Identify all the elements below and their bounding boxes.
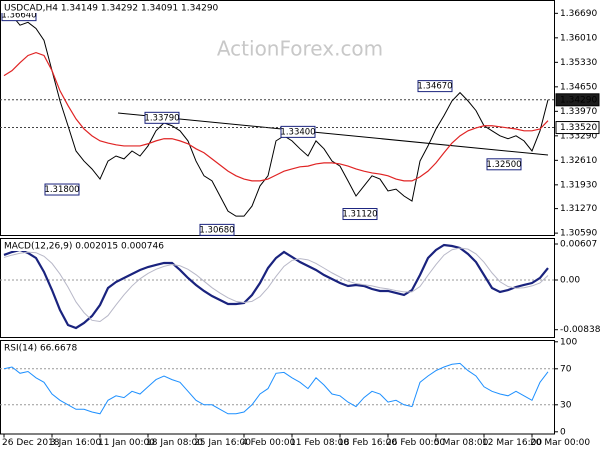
y-tick-label: 30 xyxy=(560,400,572,410)
y-tick-label: 1.32610 xyxy=(560,156,597,166)
price-annotation-box xyxy=(280,125,316,138)
price-annotation-box xyxy=(417,80,453,93)
series-line xyxy=(3,243,549,330)
price-annotation: 1.36640 xyxy=(1,11,36,21)
panel-frame xyxy=(0,0,555,236)
y-tick-label: 1.30590 xyxy=(560,229,597,239)
y-tick-label: 1.33290 xyxy=(560,131,597,141)
y-tick-label: 1.31930 xyxy=(560,180,597,190)
x-tick-label: 18 Feb 16:00 xyxy=(338,438,397,448)
price-level-box xyxy=(555,93,600,107)
y-tick-label: 1.33970 xyxy=(560,107,597,117)
price-annotation: 1.34670 xyxy=(417,82,452,92)
x-tick-label: 11 Feb 08:00 xyxy=(290,438,349,448)
x-tick-label: 12 Mar 16:00 xyxy=(482,438,542,448)
series-line xyxy=(3,14,549,217)
y-tick-label: 0.00 xyxy=(560,275,580,285)
price-level-label: 1.34290 xyxy=(560,95,597,105)
price-annotation-box xyxy=(342,208,378,221)
y-tick-label: 0.00607 xyxy=(560,239,597,249)
y-tick-label: 1.34650 xyxy=(560,82,597,92)
series-line xyxy=(3,362,549,415)
series-line xyxy=(3,247,549,323)
panel-frame xyxy=(0,340,555,435)
y-tick-label: 1.31270 xyxy=(560,204,597,214)
y-tick-label: 70 xyxy=(560,364,572,374)
title-bg xyxy=(1,342,151,353)
price-annotation: 1.31800 xyxy=(44,185,79,195)
price-annotation-box xyxy=(144,111,180,124)
panel-title: USDCAD,H4 1.34149 1.34292 1.34091 1.3429… xyxy=(4,4,219,14)
x-tick-label: 26 Feb 00:00 xyxy=(386,438,445,448)
y-tick-label: 100 xyxy=(560,337,577,347)
x-tick-label: 5 Mar 08:00 xyxy=(434,438,489,448)
x-tick-label: 18 Jan 08:00 xyxy=(146,438,203,448)
price-annotation: 1.32500 xyxy=(486,160,521,170)
panel-title: MACD(12,26,9) 0.002015 0.000746 xyxy=(4,242,164,252)
price-level-box xyxy=(555,121,600,135)
y-tick-label: -0.008381 xyxy=(560,325,600,335)
panel-frame xyxy=(0,238,555,338)
x-tick-label: 20 Mar 00:00 xyxy=(530,438,590,448)
title-bg xyxy=(1,2,191,13)
price-annotation-box xyxy=(44,183,80,196)
panel-title: RSI(14) 66.6678 xyxy=(4,344,77,354)
price-annotation: 1.31120 xyxy=(342,210,377,220)
y-tick-label: 1.36010 xyxy=(560,33,597,43)
x-tick-label: 3 Jan 16:00 xyxy=(50,438,102,448)
x-tick-label: 25 Jan 16:00 xyxy=(194,438,251,448)
price-annotation: 1.30680 xyxy=(199,225,234,235)
y-tick-label: 1.36690 xyxy=(560,9,597,19)
y-tick-label: 1.35330 xyxy=(560,58,597,68)
price-annotation-box xyxy=(199,223,235,236)
x-tick-label: 4 Feb 00:00 xyxy=(242,438,296,448)
x-tick-label: 11 Jan 00:00 xyxy=(98,438,155,448)
series-line xyxy=(3,51,549,182)
watermark: ActionForex.com xyxy=(217,37,383,61)
price-annotation-box xyxy=(486,158,522,171)
price-level-label: 1.33520 xyxy=(560,123,597,133)
y-tick-label: 0 xyxy=(560,427,566,437)
title-bg xyxy=(1,240,151,251)
trendline xyxy=(117,112,549,156)
price-annotation: 1.33790 xyxy=(144,113,179,123)
x-tick-label: 26 Dec 2018 xyxy=(2,438,60,448)
price-annotation: 1.33400 xyxy=(280,127,315,137)
